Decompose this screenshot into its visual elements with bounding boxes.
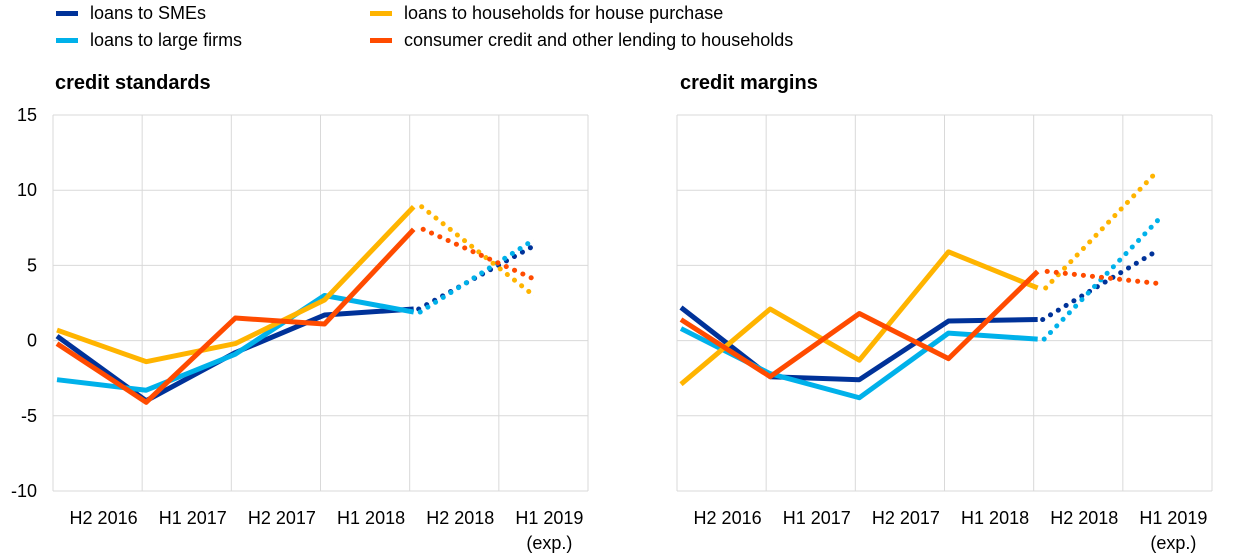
- y-tick-label-2: 0: [27, 331, 37, 351]
- x-tick-label-1-2: H2 2017: [872, 508, 940, 528]
- legend: loans to SMEs loans to large firms loans…: [0, 0, 1240, 60]
- legend-item-large-firms: loans to large firms: [56, 30, 242, 51]
- y-tick-label-4: 10: [17, 180, 37, 200]
- x-tick-label-0-1: H1 2017: [159, 508, 227, 528]
- x-tick-label-0-3: H1 2018: [337, 508, 405, 528]
- series-expected-1-0: [1040, 247, 1161, 323]
- series-line-1-0: [679, 305, 1038, 383]
- series-line-0-3: [55, 227, 416, 405]
- x-tick-label-0-0: H2 2016: [70, 508, 138, 528]
- x-tick-label-1-0: H2 2016: [694, 508, 762, 528]
- series-expected-0-3: [420, 226, 537, 282]
- x-tick-label-1-3: H1 2018: [961, 508, 1029, 528]
- legend-label-house-purchase: loans to households for house purchase: [404, 3, 724, 23]
- series-expected-1-3: [1044, 268, 1161, 286]
- x-tick-label-1-5-sub: (exp.): [1150, 533, 1196, 553]
- x-tick-label-1-1: H1 2017: [783, 508, 851, 528]
- x-tick-label-1-5: H1 2019: [1139, 508, 1207, 528]
- legend-label-consumer-credit: consumer credit and other lending to hou…: [404, 30, 794, 50]
- x-tick-label-0-4: H2 2018: [426, 508, 494, 528]
- y-tick-label-3: 5: [27, 255, 37, 275]
- legend-swatch-smes: [56, 11, 78, 16]
- x-tick-label-1-4: H2 2018: [1050, 508, 1118, 528]
- panel-title-credit-margins: credit margins: [680, 72, 818, 94]
- legend-swatch-consumer-credit: [370, 38, 392, 43]
- legend-label-large-firms: loans to large firms: [90, 30, 243, 50]
- legend-item-smes: loans to SMEs: [56, 3, 206, 24]
- panel-title-credit-standards: credit standards: [55, 72, 211, 94]
- legend-label-smes: loans to SMEs: [90, 3, 207, 23]
- legend-item-consumer-credit: consumer credit and other lending to hou…: [370, 30, 793, 51]
- y-tick-label-1: -5: [21, 406, 37, 426]
- y-tick-label-5: 15: [17, 105, 37, 125]
- series-expected-0-2: [419, 204, 537, 298]
- legend-item-house-purchase: loans to households for house purchase: [370, 3, 723, 24]
- series-expected-1-2: [1043, 168, 1161, 291]
- legend-swatch-house-purchase: [370, 11, 392, 16]
- legend-swatch-large-firms: [56, 38, 78, 43]
- x-tick-label-0-2: H2 2017: [248, 508, 316, 528]
- y-tick-label-0: -10: [11, 481, 37, 501]
- x-tick-label-0-5-sub: (exp.): [526, 533, 572, 553]
- x-tick-label-0-5: H1 2019: [515, 508, 583, 528]
